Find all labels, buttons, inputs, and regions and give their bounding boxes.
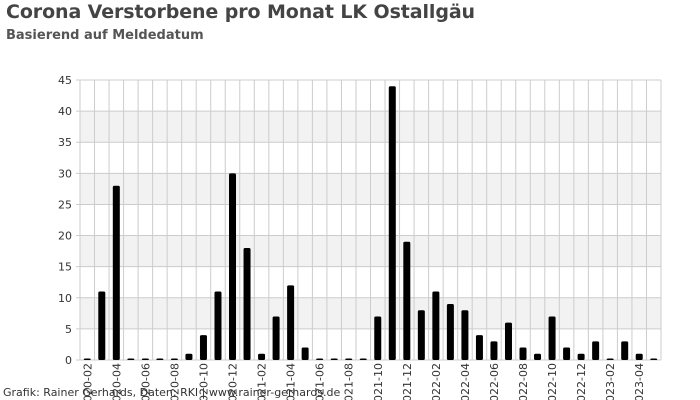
bar (403, 241, 411, 360)
x-tick-label: 2021-02 (256, 363, 269, 400)
x-tick-label: 2020-02 (81, 363, 94, 400)
x-tick-label: 2020-10 (197, 363, 210, 400)
bar (592, 341, 600, 360)
bar (199, 335, 207, 360)
y-tick-label: 0 (65, 354, 72, 367)
bar (563, 347, 571, 360)
bar (504, 322, 512, 360)
y-tick-label: 10 (58, 292, 72, 305)
bar (229, 173, 237, 360)
x-tick-label: 2022-02 (430, 363, 443, 400)
bar (417, 310, 425, 360)
horizontal-gridlines (76, 79, 661, 361)
bar (258, 353, 266, 360)
x-tick-label: 2021-06 (314, 363, 327, 400)
vertical-gridlines (79, 80, 662, 360)
x-tick-label: 2022-08 (517, 363, 530, 400)
bar (635, 353, 643, 360)
bar (577, 353, 585, 360)
bar (243, 248, 251, 360)
x-tick-label: 2020-04 (110, 363, 123, 400)
bar (519, 347, 527, 360)
bar (287, 285, 295, 360)
bar (359, 358, 367, 360)
bar (272, 316, 280, 360)
x-tick-label: 2021-08 (343, 363, 356, 400)
bar (141, 358, 149, 360)
bar (446, 304, 454, 360)
chart-title: Corona Verstorbene pro Monat LK Ostallgä… (6, 1, 475, 23)
y-tick-label: 5 (65, 323, 72, 336)
y-tick-label: 30 (58, 167, 72, 180)
x-tick-label: 2021-12 (401, 363, 414, 400)
x-tick-label: 2022-06 (488, 363, 501, 400)
x-tick-labels: 2020-02 2020-04 2020-06 2020-08 2020-10 2020-… (81, 363, 646, 400)
bar (548, 316, 556, 360)
bar (98, 291, 106, 360)
x-tick-label: 2020-12 (227, 363, 240, 400)
bar (316, 358, 324, 360)
bar (388, 86, 396, 360)
x-tick-label: 2021-04 (285, 363, 298, 400)
bar (330, 358, 338, 360)
bar (461, 310, 469, 360)
bar (83, 358, 91, 360)
bar (621, 341, 629, 360)
bar (301, 347, 309, 360)
x-tick-label: 2022-12 (575, 363, 588, 400)
bar (127, 358, 135, 360)
bar (170, 358, 178, 360)
bar (214, 291, 222, 360)
y-tick-labels: 0 5 10 15 20 25 30 35 40 45 (58, 74, 72, 367)
chart-subtitle: Basierend auf Meldedatum (6, 28, 204, 43)
bar (185, 353, 193, 360)
bar (345, 358, 353, 360)
y-tick-label: 25 (58, 198, 72, 211)
bars (83, 86, 658, 360)
x-tick-label: 2023-04 (633, 363, 646, 400)
bar (374, 316, 382, 360)
bar (650, 358, 658, 360)
x-tick-label: 2020-08 (168, 363, 181, 400)
bar (475, 335, 483, 360)
y-tick-label: 35 (58, 136, 72, 149)
bar (156, 358, 164, 360)
bar (606, 358, 614, 360)
bar (534, 353, 542, 360)
y-tick-label: 15 (58, 261, 72, 274)
x-tick-label: 2022-10 (546, 363, 559, 400)
y-tick-label: 40 (58, 105, 72, 118)
y-tick-label: 20 (58, 230, 72, 243)
y-tick-label: 45 (58, 74, 72, 87)
x-tick-label: 2021-10 (372, 363, 385, 400)
bar (490, 341, 498, 360)
chart-footer-credit: Grafik: Rainer Gerhards, Daten: RKI | ww… (3, 386, 341, 399)
x-tick-label: 2023-02 (604, 363, 617, 400)
x-tick-label: 2022-04 (459, 363, 472, 400)
bar (432, 291, 440, 360)
bar (112, 185, 120, 360)
x-tick-label: 2020-06 (139, 363, 152, 400)
